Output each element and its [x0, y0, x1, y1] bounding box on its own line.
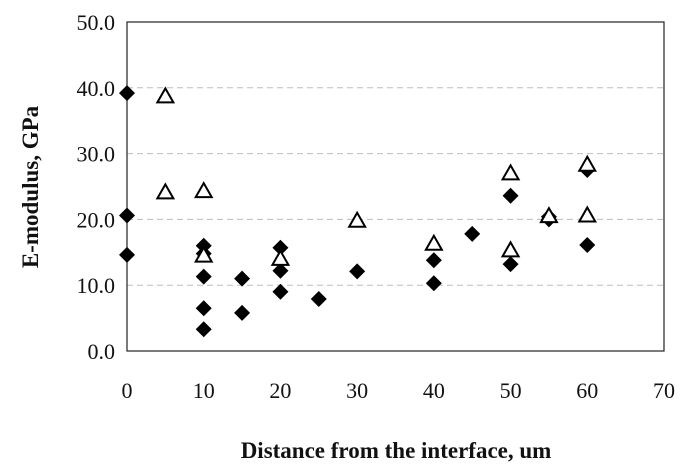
- diamond-point: [234, 270, 251, 287]
- y-tick-label: 30.0: [77, 142, 116, 167]
- x-tick-label: 40: [423, 378, 445, 403]
- y-tick-label: 50.0: [77, 10, 116, 35]
- y-axis-ticks: 0.0 10.0 20.0 30.0 40.0 50.0: [77, 10, 116, 364]
- data-points: [119, 85, 598, 338]
- x-tick-label: 0: [122, 378, 133, 403]
- x-tick-label: 60: [576, 378, 598, 403]
- y-tick-label: 20.0: [77, 207, 116, 232]
- diamond-point: [119, 246, 135, 263]
- triangle-point: [500, 240, 521, 258]
- diamond-point: [234, 304, 251, 321]
- triangle-point: [270, 248, 291, 266]
- triangle-point: [193, 245, 214, 263]
- x-tick-label: 10: [193, 378, 215, 403]
- plot-area: [126, 21, 665, 352]
- x-axis-ticks: 0 10 20 30 40 50 60 70: [122, 378, 676, 403]
- diamond-point: [195, 321, 212, 338]
- diamond-point: [119, 85, 135, 102]
- diamond-point: [425, 252, 442, 269]
- x-axis-title: Distance from the interface, um: [241, 438, 552, 463]
- diamond-point: [425, 275, 442, 292]
- triangle-point: [539, 206, 559, 224]
- diamond-point: [195, 300, 212, 317]
- triangle-point: [500, 163, 521, 181]
- diamond-point: [464, 225, 481, 242]
- x-tick-label: 70: [653, 378, 675, 403]
- diamond-point: [272, 239, 289, 256]
- triangle-point: [155, 86, 176, 104]
- y-tick-label: 10.0: [77, 273, 116, 298]
- diamond-point: [272, 283, 289, 300]
- y-tick-label: 40.0: [77, 76, 116, 101]
- triangle-point: [155, 182, 176, 200]
- diamond-point: [272, 262, 289, 279]
- diamond-point: [579, 237, 596, 254]
- diamond-point: [195, 268, 212, 285]
- triangle-point: [193, 181, 214, 199]
- triangle-point: [424, 233, 444, 251]
- diamond-point: [502, 256, 519, 273]
- x-tick-label: 20: [269, 378, 291, 403]
- diamond-point: [502, 187, 519, 204]
- x-tick-label: 30: [346, 378, 368, 403]
- diamond-point: [119, 207, 135, 224]
- triangle-point: [577, 205, 598, 223]
- diamond-point: [349, 263, 366, 280]
- triangle-point: [577, 154, 598, 172]
- x-tick-label: 50: [500, 378, 522, 403]
- triangle-point: [347, 210, 367, 228]
- y-axis-title: E-modulus, GPa: [18, 105, 43, 268]
- diamond-point: [310, 291, 327, 308]
- y-tick-label: 0.0: [88, 339, 116, 364]
